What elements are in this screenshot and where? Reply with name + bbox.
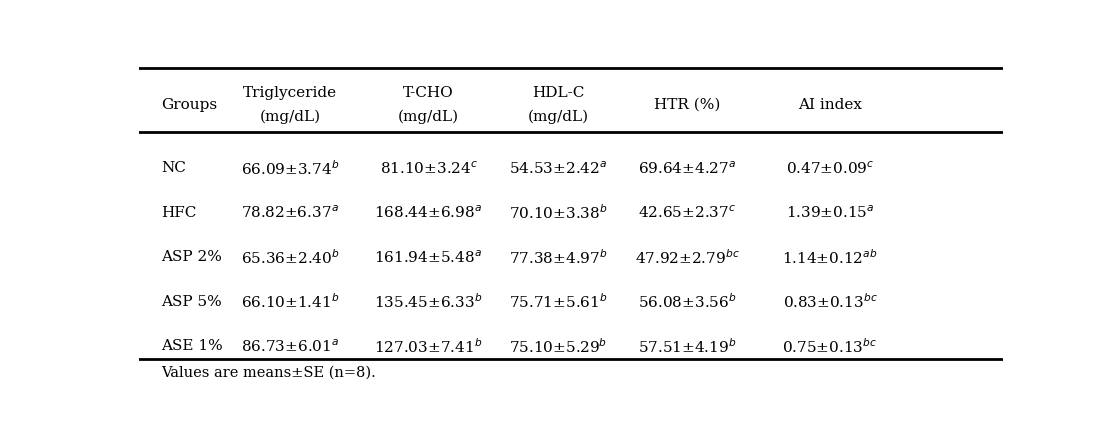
Text: 0.75±0.13$^{\mathit{bc}}$: 0.75±0.13$^{\mathit{bc}}$ <box>782 337 878 356</box>
Text: 75.71±5.61$^{\mathit{b}}$: 75.71±5.61$^{\mathit{b}}$ <box>509 292 607 311</box>
Text: 69.64±4.27$^{\mathit{a}}$: 69.64±4.27$^{\mathit{a}}$ <box>638 160 736 177</box>
Text: 54.53±2.42$^{\mathit{a}}$: 54.53±2.42$^{\mathit{a}}$ <box>509 160 607 177</box>
Text: 78.82±6.37$^{\mathit{a}}$: 78.82±6.37$^{\mathit{a}}$ <box>242 205 340 221</box>
Text: HTR (%): HTR (%) <box>654 98 721 112</box>
Text: 127.03±7.41$^{\mathit{b}}$: 127.03±7.41$^{\mathit{b}}$ <box>374 337 482 356</box>
Text: T-CHO: T-CHO <box>403 86 453 100</box>
Text: ASP 2%: ASP 2% <box>160 250 222 265</box>
Text: AI index: AI index <box>798 98 862 112</box>
Text: ASE 1%: ASE 1% <box>160 339 223 354</box>
Text: HFC: HFC <box>160 206 196 220</box>
Text: Triglyceride: Triglyceride <box>243 86 338 100</box>
Text: (mg/dL): (mg/dL) <box>260 110 321 125</box>
Text: 0.47±0.09$^{\mathit{c}}$: 0.47±0.09$^{\mathit{c}}$ <box>785 160 874 177</box>
Text: 168.44±6.98$^{\mathit{a}}$: 168.44±6.98$^{\mathit{a}}$ <box>374 205 482 221</box>
Text: 42.65±2.37$^{\mathit{c}}$: 42.65±2.37$^{\mathit{c}}$ <box>638 205 736 221</box>
Text: 0.83±0.13$^{\mathit{bc}}$: 0.83±0.13$^{\mathit{bc}}$ <box>782 292 878 311</box>
Text: (mg/dL): (mg/dL) <box>398 110 459 125</box>
Text: 66.09±3.74$^{\mathit{b}}$: 66.09±3.74$^{\mathit{b}}$ <box>241 159 340 178</box>
Text: ASP 5%: ASP 5% <box>160 295 222 309</box>
Text: 135.45±6.33$^{\mathit{b}}$: 135.45±6.33$^{\mathit{b}}$ <box>374 292 482 311</box>
Text: Values are means±SE (n=8).: Values are means±SE (n=8). <box>160 366 375 380</box>
Text: 81.10±3.24$^{\mathit{c}}$: 81.10±3.24$^{\mathit{c}}$ <box>380 160 478 177</box>
Text: 57.51±4.19$^{\mathit{b}}$: 57.51±4.19$^{\mathit{b}}$ <box>638 337 736 356</box>
Text: 1.14±0.12$^{\mathit{ab}}$: 1.14±0.12$^{\mathit{ab}}$ <box>782 248 878 267</box>
Text: (mg/dL): (mg/dL) <box>527 110 588 125</box>
Text: 1.39±0.15$^{\mathit{a}}$: 1.39±0.15$^{\mathit{a}}$ <box>785 205 874 221</box>
Text: 66.10±1.41$^{\mathit{b}}$: 66.10±1.41$^{\mathit{b}}$ <box>241 292 340 311</box>
Text: 70.10±3.38$^{\mathit{b}}$: 70.10±3.38$^{\mathit{b}}$ <box>509 203 607 222</box>
Text: NC: NC <box>160 161 186 175</box>
Text: 75.10±5.29$^{\mathit{b}}$: 75.10±5.29$^{\mathit{b}}$ <box>509 337 607 356</box>
Text: 86.73±6.01$^{\mathit{a}}$: 86.73±6.01$^{\mathit{a}}$ <box>241 338 340 355</box>
Text: 56.08±3.56$^{\mathit{b}}$: 56.08±3.56$^{\mathit{b}}$ <box>638 292 736 311</box>
Text: Groups: Groups <box>160 98 217 112</box>
Text: 77.38±4.97$^{\mathit{b}}$: 77.38±4.97$^{\mathit{b}}$ <box>509 248 607 267</box>
Text: 47.92±2.79$^{\mathit{bc}}$: 47.92±2.79$^{\mathit{bc}}$ <box>635 248 740 267</box>
Text: 65.36±2.40$^{\mathit{b}}$: 65.36±2.40$^{\mathit{b}}$ <box>241 248 340 267</box>
Text: 161.94±5.48$^{\mathit{a}}$: 161.94±5.48$^{\mathit{a}}$ <box>374 249 482 266</box>
Text: HDL-C: HDL-C <box>531 86 584 100</box>
